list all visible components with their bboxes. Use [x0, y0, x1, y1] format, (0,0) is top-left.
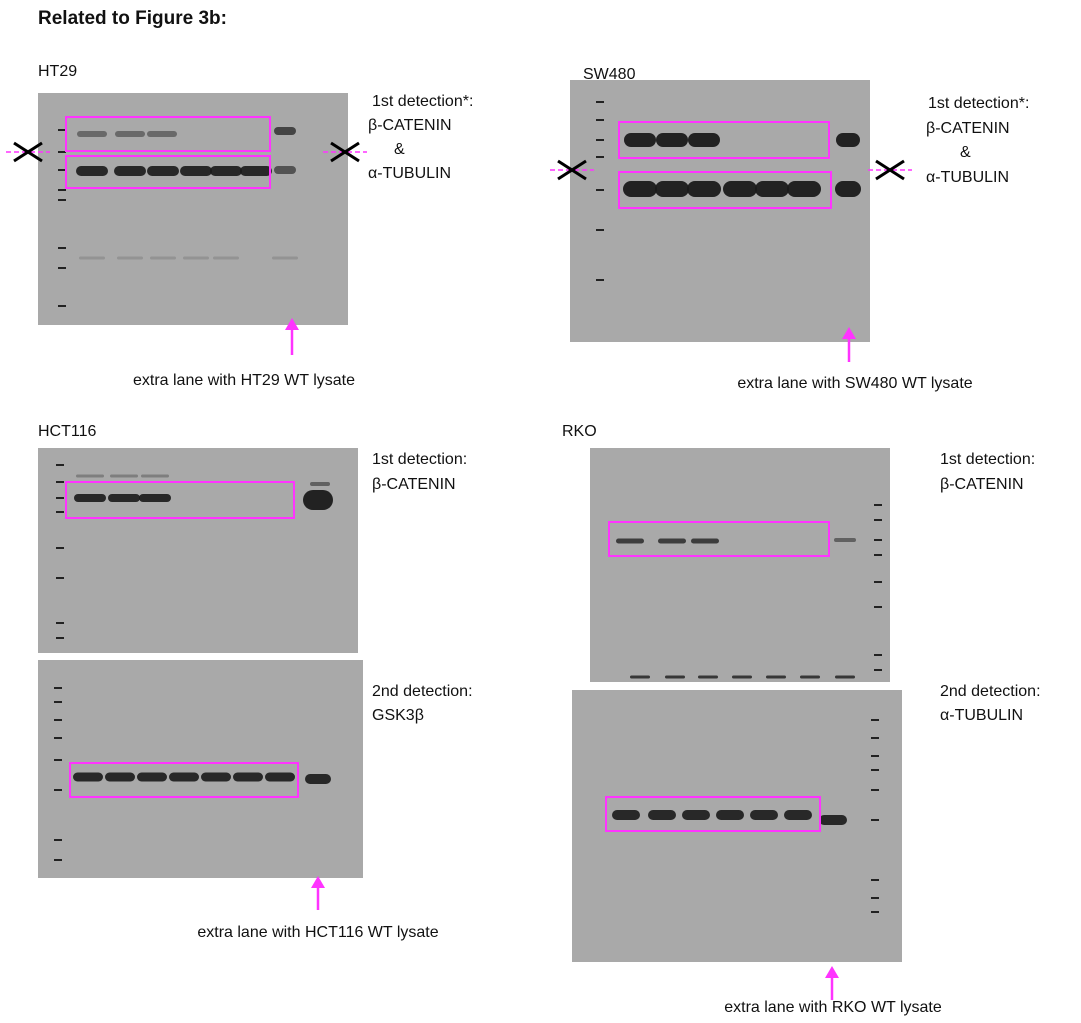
detection-target: β-CATENIN	[926, 120, 1010, 137]
arrowhead	[825, 966, 839, 978]
detection-target: GSK3β	[372, 707, 424, 724]
caption: extra lane with HCT116 WT lysate	[197, 924, 438, 941]
band	[105, 773, 135, 782]
band	[73, 773, 103, 782]
band	[630, 676, 650, 679]
figure-title: Related to Figure 3b:	[38, 8, 227, 29]
band	[213, 257, 239, 260]
band	[79, 257, 105, 260]
band	[766, 676, 786, 679]
detection-heading: 1st detection*:	[372, 93, 473, 110]
band	[233, 773, 263, 782]
panel-label: RKO	[562, 423, 597, 440]
band	[732, 676, 752, 679]
band	[147, 166, 179, 176]
band	[623, 181, 657, 197]
blot	[38, 660, 363, 878]
band	[750, 810, 778, 820]
panel-label: HCT116	[38, 423, 96, 440]
band	[240, 166, 272, 176]
band	[835, 181, 861, 197]
band	[150, 257, 176, 260]
band	[180, 166, 212, 176]
band	[723, 181, 757, 197]
band	[76, 475, 104, 478]
band	[688, 133, 720, 147]
detection-target: β-CATENIN	[940, 476, 1024, 493]
band	[303, 490, 333, 510]
band	[800, 676, 820, 679]
band	[169, 773, 199, 782]
band	[698, 676, 718, 679]
band	[716, 810, 744, 820]
blot	[38, 448, 358, 653]
band	[682, 810, 710, 820]
band	[656, 133, 688, 147]
band	[835, 676, 855, 679]
band	[274, 127, 296, 135]
blot	[590, 448, 890, 682]
band	[265, 773, 295, 782]
band	[687, 181, 721, 197]
caption: extra lane with SW480 WT lysate	[737, 375, 972, 392]
detection-heading: 2nd detection:	[372, 683, 473, 700]
detection-heading: 1st detection:	[372, 451, 467, 468]
band	[147, 131, 177, 137]
detection-target: α-TUBULIN	[940, 707, 1023, 724]
detection-target: α-TUBULIN	[926, 169, 1009, 186]
figure: Related to Figure 3b: HT29 1st detection…	[0, 0, 1081, 1023]
band	[117, 257, 143, 260]
band	[624, 133, 656, 147]
detection-heading: 1st detection:	[940, 451, 1035, 468]
band	[274, 166, 296, 174]
detection-heading: 1st detection*:	[928, 95, 1029, 112]
band	[755, 181, 789, 197]
band	[616, 539, 644, 544]
detection-target: β-CATENIN	[372, 476, 456, 493]
band	[137, 773, 167, 782]
band	[272, 257, 298, 260]
band	[787, 181, 821, 197]
band	[648, 810, 676, 820]
detection-heading: 2nd detection:	[940, 683, 1041, 700]
band	[141, 475, 169, 478]
band	[819, 815, 847, 825]
band	[114, 166, 146, 176]
band	[108, 494, 140, 502]
panel-label: HT29	[38, 63, 77, 80]
blot	[570, 80, 870, 342]
detection-target: &	[394, 141, 405, 158]
band	[655, 181, 689, 197]
band	[115, 131, 145, 137]
detection-target: α-TUBULIN	[368, 165, 451, 182]
band	[691, 539, 719, 544]
caption: extra lane with RKO WT lysate	[724, 999, 942, 1016]
band	[77, 131, 107, 137]
blot	[572, 690, 902, 962]
band	[201, 773, 231, 782]
band	[612, 810, 640, 820]
band	[139, 494, 171, 502]
band	[658, 539, 686, 544]
band	[784, 810, 812, 820]
band	[76, 166, 108, 176]
band	[665, 676, 685, 679]
band	[74, 494, 106, 502]
band	[836, 133, 860, 147]
band	[310, 482, 330, 486]
detection-target: &	[960, 144, 971, 161]
band	[183, 257, 209, 260]
band	[305, 774, 331, 784]
band	[834, 538, 856, 542]
band	[110, 475, 138, 478]
detection-target: β-CATENIN	[368, 117, 452, 134]
band	[210, 166, 242, 176]
blot	[38, 93, 348, 325]
caption: extra lane with HT29 WT lysate	[133, 372, 355, 389]
